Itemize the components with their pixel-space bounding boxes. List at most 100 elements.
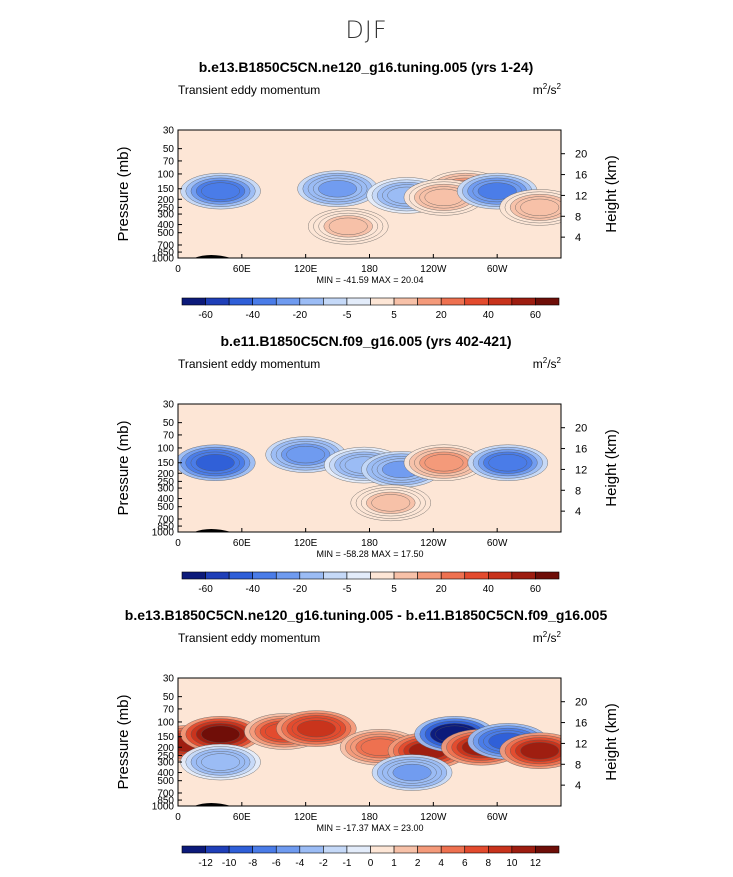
- units-mid: /s: [547, 357, 556, 371]
- colorbar-cell: [393, 845, 418, 854]
- colorbar-cell: [181, 845, 206, 854]
- contour-band: [195, 454, 235, 472]
- min-max-stats: MIN = -58.28 MAX = 17.50: [316, 549, 423, 559]
- colorbar-cell: [417, 571, 442, 580]
- y-tick-label: 300: [157, 758, 174, 769]
- y-axis-label: Pressure (mb): [115, 420, 132, 515]
- chart-2: b.e11.B1850C5CN.f09_g16.005 (yrs 402-421…: [115, 333, 620, 595]
- y-tick-label: 300: [157, 484, 174, 495]
- y-tick-label: 250: [157, 477, 174, 488]
- chart-title: b.e11.B1850C5CN.f09_g16.005 (yrs 402-421…: [220, 333, 511, 349]
- min-max-stats: MIN = -17.37 MAX = 23.00: [316, 823, 423, 833]
- contour-field: [178, 436, 549, 522]
- units-base: m: [533, 357, 543, 371]
- colorbar-label: -2: [319, 858, 328, 869]
- contour-field: [180, 170, 561, 245]
- colorbar-label: 0: [368, 858, 374, 869]
- y-axis-label: Pressure (mb): [115, 694, 132, 789]
- y-axis-right-label: Height (km): [603, 703, 620, 781]
- units-exp: 2: [543, 82, 548, 91]
- colorbar-cell: [417, 845, 442, 854]
- colorbar-cell: [323, 297, 348, 306]
- contour-blob: [180, 743, 261, 781]
- units-exp: 2: [543, 630, 548, 639]
- contour-blob: [350, 484, 431, 522]
- y-tick-label: 1000: [152, 802, 175, 813]
- contour-band: [201, 182, 240, 200]
- contour-band: [286, 446, 326, 464]
- contour-band: [520, 198, 560, 216]
- right-tick-label: 20: [575, 423, 587, 435]
- colorbar-cell: [393, 297, 418, 306]
- colorbar-cell: [464, 297, 489, 306]
- topography: [193, 255, 232, 258]
- right-tick-label: 20: [575, 149, 587, 161]
- contour-blob: [371, 754, 453, 791]
- colorbar-cell: [440, 571, 466, 580]
- y-tick-label: 700: [157, 788, 174, 799]
- right-tick-label: 12: [575, 190, 587, 202]
- colorbar-cell: [370, 845, 395, 854]
- colorbar-label: 5: [391, 584, 397, 594]
- contour-blob: [467, 444, 549, 481]
- contour-blob: [308, 208, 389, 245]
- contour-band: [477, 182, 517, 200]
- chart-title: b.e13.B1850C5CN.ne120_g16.tuning.005 (yr…: [199, 59, 534, 75]
- y-tick-label: 700: [157, 240, 174, 251]
- y-tick-label: 150: [157, 732, 174, 743]
- units-label: m2/s2: [533, 356, 562, 371]
- colorbar-label: -40: [245, 584, 260, 594]
- y-tick-label: 200: [157, 469, 174, 480]
- contour-blob: [180, 716, 261, 753]
- contour-band: [520, 742, 560, 760]
- y-tick-label: 250: [157, 751, 174, 762]
- y-tick-label: 500: [157, 502, 174, 513]
- y-tick-label: 850: [157, 248, 174, 259]
- colorbar-cell: [228, 571, 253, 580]
- panel-2: b.e11.B1850C5CN.f09_g16.005 (yrs 402-421…: [0, 332, 733, 595]
- colorbar-cell: [346, 845, 371, 854]
- right-tick-label: 12: [575, 464, 587, 476]
- colorbar-cell: [228, 845, 253, 854]
- colorbar-cell: [323, 845, 348, 854]
- colorbar-label: 20: [436, 310, 448, 320]
- right-tick-label: 12: [575, 738, 587, 750]
- topography: [193, 529, 232, 532]
- units-exp: 2: [557, 82, 562, 91]
- y-tick-label: 30: [163, 674, 175, 685]
- colorbar-cell: [252, 845, 277, 854]
- contour-band: [328, 217, 368, 235]
- colorbar-cell: [323, 571, 348, 580]
- subtitle-label: Transient eddy momentum: [178, 631, 320, 645]
- colorbar-cell: [440, 845, 466, 854]
- contour-blob: [178, 444, 256, 481]
- colorbar-cell: [275, 845, 301, 854]
- colorbar-cell: [511, 571, 536, 580]
- contour-band: [296, 720, 336, 738]
- subtitle-label: Transient eddy momentum: [178, 357, 320, 371]
- colorbar-cell: [205, 297, 230, 306]
- colorbar-cell: [370, 571, 395, 580]
- chart-title: b.e13.B1850C5CN.ne120_g16.tuning.005 - b…: [125, 607, 608, 623]
- x-tick-label: 0: [175, 538, 181, 549]
- y-tick-label: 70: [163, 430, 175, 441]
- x-tick-label: 180: [361, 264, 378, 275]
- colorbar-label: 40: [483, 310, 495, 320]
- colorbar-cell: [228, 297, 253, 306]
- y-tick-label: 300: [157, 210, 174, 221]
- colorbar-label: -20: [293, 310, 308, 320]
- page-title: DJF: [345, 16, 388, 44]
- units-base: m: [533, 83, 543, 97]
- units-exp: 2: [557, 630, 562, 639]
- units-mid: /s: [547, 83, 556, 97]
- colorbar-cell: [464, 571, 489, 580]
- colorbar-cell: [488, 297, 513, 306]
- y-tick-label: 850: [157, 796, 174, 807]
- y-tick-label: 700: [157, 514, 174, 525]
- x-tick-label: 60E: [233, 812, 251, 823]
- colorbar-label: -40: [245, 310, 260, 320]
- colorbar-cell: [488, 571, 513, 580]
- colorbar-cell: [205, 845, 230, 854]
- colorbar-label: 6: [462, 858, 468, 869]
- y-tick-label: 150: [157, 458, 174, 469]
